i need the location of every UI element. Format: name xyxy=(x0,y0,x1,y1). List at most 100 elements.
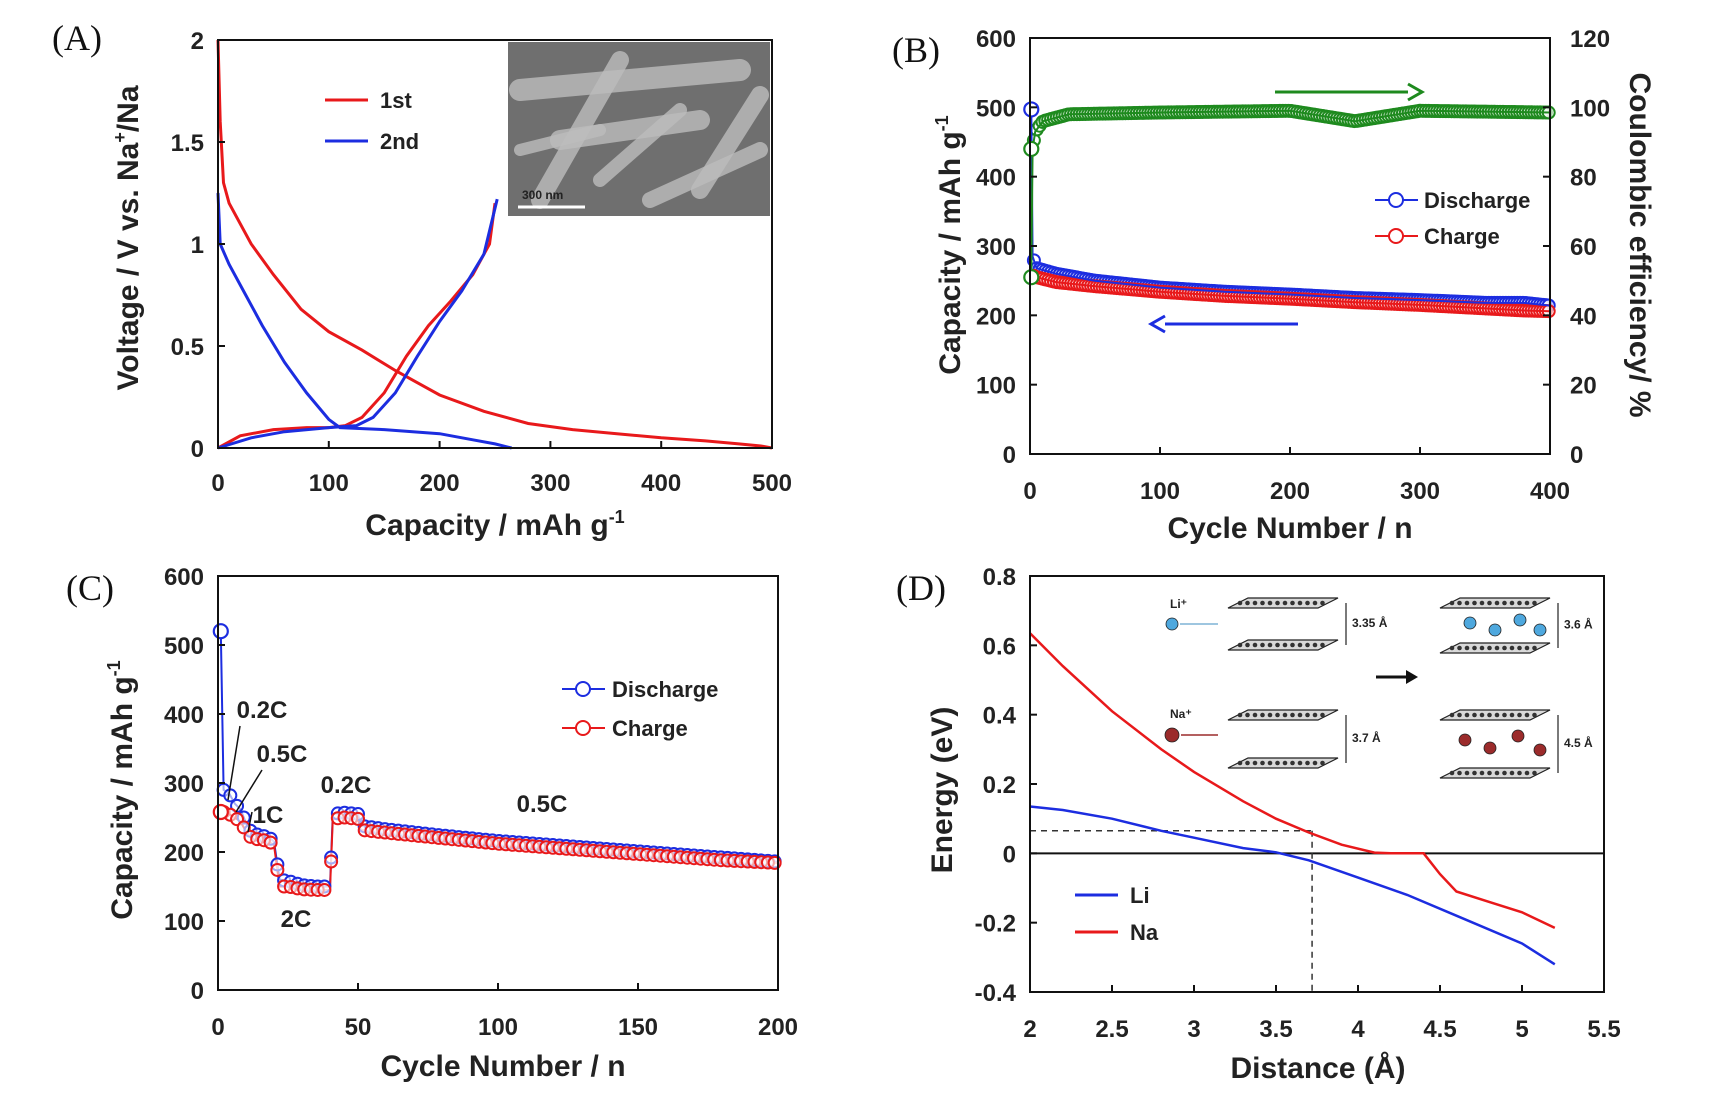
sheet-atom xyxy=(1245,600,1250,606)
graphene-sheet xyxy=(1227,757,1339,769)
y2-tick-label: 80 xyxy=(1570,165,1597,192)
intercalated-ion xyxy=(1513,613,1527,627)
sheet-atom xyxy=(1320,642,1325,648)
coulombic-efficiency-line xyxy=(1030,109,1551,278)
y-axis-label-tail: /Na xyxy=(112,85,145,132)
sheet-atom xyxy=(1267,712,1273,718)
x-tick-label: 500 xyxy=(752,470,792,497)
sheet-atom xyxy=(1449,600,1455,606)
charge-markers-c-point xyxy=(324,854,339,869)
sheet-atom xyxy=(1494,645,1500,651)
sheet-atom xyxy=(1464,770,1470,776)
sheet-atom xyxy=(1449,770,1455,776)
coulombic-efficiency-markers xyxy=(1026,103,1556,148)
sheet-atom xyxy=(1237,600,1243,606)
sheet-atom xyxy=(1502,712,1507,718)
y-tick-label: 0 xyxy=(191,978,204,1005)
sem-fiber xyxy=(691,86,769,199)
y-tick-label: 200 xyxy=(164,840,204,867)
sheet-atom xyxy=(1449,712,1455,718)
sheet-atom xyxy=(1502,600,1507,606)
sheet-atom xyxy=(1297,642,1303,648)
spacing-label: 3.6 Å xyxy=(1564,617,1593,632)
x-tick-label: 100 xyxy=(309,470,349,497)
graphene-sheet xyxy=(1439,642,1551,654)
graphene-sheet xyxy=(1227,597,1339,609)
legend-label-na: Na xyxy=(1130,920,1159,945)
sheet-atom xyxy=(1517,645,1522,651)
sheet-atom xyxy=(1252,712,1258,718)
sheet-atom xyxy=(1282,760,1288,766)
legend-label-2nd: 2nd xyxy=(380,129,419,154)
sheet-atom xyxy=(1245,760,1250,766)
sheet-atom xyxy=(1305,600,1310,606)
x-tick-label: 3 xyxy=(1187,1016,1200,1043)
y-tick-label: -0.4 xyxy=(975,980,1017,1007)
charge-markers-c-point xyxy=(351,811,365,826)
y-tick-label: 0.6 xyxy=(983,633,1016,660)
intercalated-ion xyxy=(1533,743,1547,757)
legend-label-discharge: Discharge xyxy=(1424,188,1530,213)
sheet-atom xyxy=(1457,645,1462,651)
y-axis-label-sup: -1 xyxy=(932,115,952,131)
sheet-atom xyxy=(1509,600,1515,606)
spacing-label: 3.35 Å xyxy=(1352,615,1388,630)
sheet-atom xyxy=(1237,712,1243,718)
curve-2nd-discharge xyxy=(216,192,512,450)
sheet-atom xyxy=(1267,760,1273,766)
sheet-atom xyxy=(1245,642,1250,648)
sheet-atom xyxy=(1252,760,1258,766)
plot-frame-d xyxy=(1029,575,1605,993)
legend-marker-discharge xyxy=(1388,192,1404,208)
ce-second-point xyxy=(1023,140,1040,158)
intercalation-schematic: 3.35 Å 3.6 Å 3.7 Å 4.5 Å Li⁺ Na⁺ xyxy=(1164,597,1593,779)
scale-bar-label: 300 nm xyxy=(522,188,563,202)
graphene-sheet xyxy=(1439,767,1551,779)
sheet-atom xyxy=(1297,760,1303,766)
legend-marker-charge xyxy=(1388,228,1404,244)
sheet-atom xyxy=(1275,760,1280,766)
x-tick-label: 100 xyxy=(478,1014,518,1041)
panel-label-c: (C) xyxy=(66,568,114,608)
y-tick-label: 500 xyxy=(164,633,204,660)
legend-label-1st: 1st xyxy=(380,88,412,113)
x-tick-label: 300 xyxy=(1400,478,1440,505)
sheet-atom xyxy=(1282,600,1288,606)
x-tick-label: 4.5 xyxy=(1423,1016,1456,1043)
sheet-atom xyxy=(1260,712,1265,718)
sheet-atom xyxy=(1312,600,1318,606)
annotation-pointer xyxy=(247,811,253,833)
x-axis-label-text: Capacity / mAh g xyxy=(365,509,608,542)
x-tick-label: 0 xyxy=(1023,478,1036,505)
rate-annotation: 0.2C xyxy=(321,772,372,799)
legend-marker-discharge-c xyxy=(575,681,591,697)
y-tick-label: -0.2 xyxy=(975,911,1016,938)
intercalated-ion xyxy=(1533,623,1547,637)
na-ion xyxy=(1164,727,1180,743)
y-tick-label: 0 xyxy=(1003,841,1016,868)
sheet-atom xyxy=(1290,712,1295,718)
y-tick-label: 200 xyxy=(976,303,1016,330)
charge-markers-c-point xyxy=(270,862,285,877)
intercalated-ion xyxy=(1463,616,1477,630)
y-tick-label: 0.8 xyxy=(983,564,1016,591)
sheet-atom xyxy=(1494,770,1500,776)
sheet-atom xyxy=(1290,642,1295,648)
sheet-atom xyxy=(1260,760,1265,766)
sheet-atom xyxy=(1532,712,1537,718)
sem-fiber xyxy=(509,59,751,101)
sheet-atom xyxy=(1290,760,1295,766)
sheet-atom xyxy=(1305,642,1310,648)
discharge-first-point-c xyxy=(212,623,229,640)
charge-markers-c-point xyxy=(236,820,251,835)
charge-first-point-c xyxy=(212,803,229,821)
charge-markers-c-point xyxy=(317,882,332,897)
li-ion-label: Li⁺ xyxy=(1170,597,1187,611)
sheet-atom xyxy=(1282,642,1288,648)
sheet-atom xyxy=(1320,760,1325,766)
sheet-atom xyxy=(1260,600,1265,606)
x-axis-label-a: Capacity / mAh g-1 xyxy=(365,507,624,542)
x-tick-label: 0 xyxy=(211,1014,224,1041)
y-tick-label: 600 xyxy=(164,564,204,591)
